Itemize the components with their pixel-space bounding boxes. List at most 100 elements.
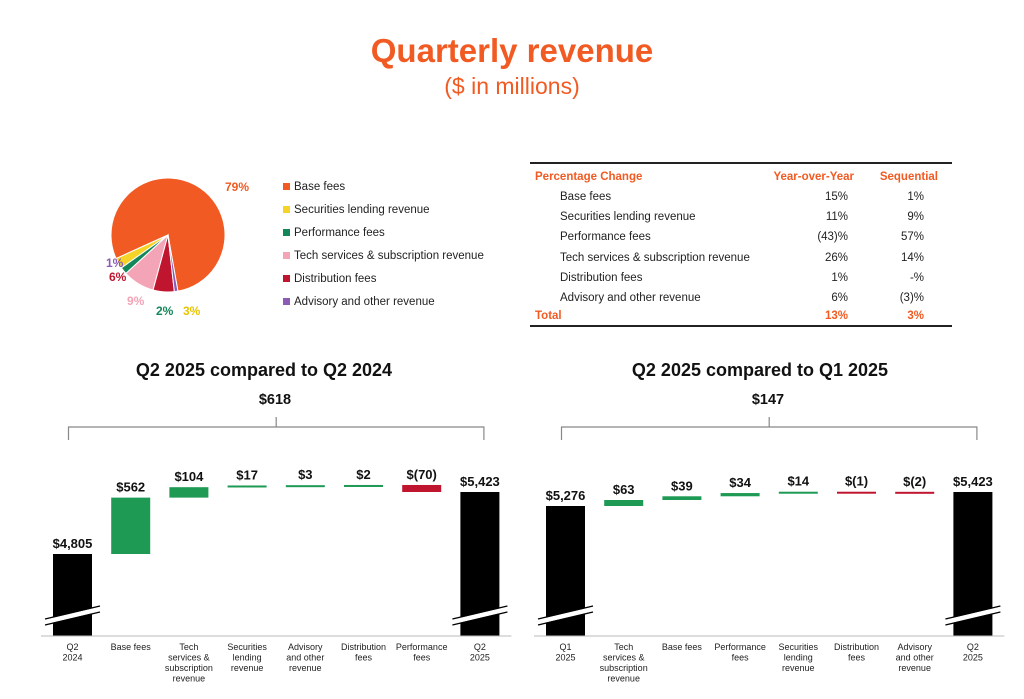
bar-distribution-fees: [837, 491, 876, 494]
table-cell-yoy: 6%: [831, 292, 848, 304]
table-top-rule: [530, 162, 952, 164]
category-label-line: 2025: [470, 653, 490, 663]
legend-swatch: [283, 252, 290, 259]
category-label: Q2 2025: [470, 642, 490, 663]
table-header-row: Percentage Change Year-over-Year Sequent…: [530, 167, 952, 187]
legend-swatch: [283, 206, 290, 213]
category-label-line: revenue: [898, 663, 931, 673]
category-label-line: Performance: [714, 642, 766, 652]
category-label-line: subscription: [600, 663, 648, 673]
legend-swatch: [283, 229, 290, 236]
waterfall-qoq-chart: $5,276 Q1 2025 $63 Tech services & subscriptio…: [534, 417, 1005, 684]
bar-base-fees: [662, 496, 702, 500]
bar-securities-lending-revenue: [778, 491, 818, 494]
category-label-line: revenue: [607, 674, 640, 684]
category-label-line: Performance: [396, 642, 448, 652]
page-subtitle: ($ in millions): [444, 73, 580, 99]
legend-label: Base fees: [294, 181, 346, 193]
table-cell-seq: -%: [909, 271, 924, 284]
category-label: Q1 2025: [555, 642, 575, 663]
category-label-line: revenue: [173, 674, 206, 684]
table-cell-seq: 14%: [900, 251, 924, 264]
bar-value-label: $(2): [903, 474, 926, 489]
table-row-tech-services-subscription-revenue: Tech services & subscription revenue 26% 1…: [530, 248, 952, 268]
category-label-line: Securities: [779, 642, 819, 652]
table-cell-seq: (3)%: [899, 292, 924, 304]
axis-break-line: [452, 605, 508, 620]
bar-value-label: $34: [729, 475, 751, 490]
bar-performance-fees: [720, 493, 760, 497]
axis-break-line: [44, 611, 101, 626]
category-label: Distribution fees: [834, 642, 879, 663]
bar-value-label: $63: [613, 482, 635, 497]
legend-swatch: [283, 275, 290, 282]
table-row-advisory-and-other-revenue: Advisory and other revenue 6% (3)%: [530, 288, 952, 308]
category-label-line: revenue: [289, 663, 322, 673]
bar-securities-lending-revenue: [227, 485, 267, 488]
table-header-label: Percentage Change: [535, 171, 643, 183]
table-cell-yoy: 15%: [824, 191, 848, 203]
category-label-line: Distribution: [341, 642, 386, 652]
bar-value-label: $17: [236, 467, 258, 482]
table-row-distribution-fees: Distribution fees 1% -%: [530, 268, 952, 288]
bar-value-label: $14: [787, 474, 809, 489]
legend-label: Performance fees: [294, 227, 385, 239]
category-label-line: services &: [168, 653, 210, 663]
pie-label-advisory-and-other-revenue: 1%: [106, 256, 124, 270]
pie-label-tech-services-subscription-revenue: 9%: [127, 294, 145, 308]
category-label-line: subscription: [165, 663, 213, 673]
waterfall-yoy-title: Q2 2025 compared to Q2 2024: [135, 360, 393, 380]
category-label-line: and other: [286, 653, 324, 663]
table-bottom-rule: [530, 325, 952, 327]
pie-slice-advisory-and-other-revenue: [167, 234, 179, 293]
category-label: Advisory and other revenue: [286, 642, 324, 673]
bar-q2-2024: [53, 554, 92, 636]
bar-advisory-and-other-revenue: [895, 491, 935, 494]
category-label-line: fees: [732, 653, 750, 663]
axis-break-line: [945, 605, 1001, 620]
page-title: Quarterly revenue: [370, 32, 654, 69]
table-cell-label: Securities lending revenue: [560, 211, 696, 224]
waterfall-yoy-total-change: $618: [258, 392, 292, 408]
bar-tech-services-subscription-revenue: [604, 500, 644, 506]
axis-break-line: [44, 605, 101, 620]
table-total-row: Total 13% 3%: [530, 306, 952, 326]
bar-value-label: $3: [298, 467, 312, 482]
category-label: Tech services & subscription revenue: [600, 642, 648, 684]
category-label: Securities lending revenue: [779, 642, 819, 673]
table-total-yoy: 13%: [824, 310, 848, 322]
table-cell-yoy: 1%: [831, 271, 848, 284]
axis-break-line: [537, 605, 594, 620]
bar-value-label: $5,276: [546, 488, 586, 503]
waterfall-qoq-title: Q2 2025 compared to Q1 2025: [631, 360, 889, 380]
bar-tech-services-subscription-revenue: [169, 487, 209, 498]
category-label: Q2 2024: [62, 642, 82, 663]
legend-swatch: [283, 183, 290, 190]
category-label: Q2 2025: [963, 642, 983, 663]
category-label-line: Advisory: [897, 642, 932, 652]
category-label: Performance fees: [396, 642, 448, 663]
category-label-line: Q2: [474, 642, 486, 652]
table-cell-label: Distribution fees: [560, 271, 643, 284]
category-label-line: and other: [896, 653, 934, 663]
category-label-line: fees: [355, 653, 373, 663]
axis-break-line: [945, 611, 1001, 626]
table-cell-seq: 57%: [900, 231, 924, 244]
category-label-line: Distribution: [834, 642, 879, 652]
category-label-line: Q2: [967, 642, 979, 652]
category-label-line: Advisory: [288, 642, 323, 652]
axis-break-line: [452, 611, 508, 626]
category-label-line: fees: [413, 653, 431, 663]
legend-label: Advisory and other revenue: [294, 296, 435, 308]
total-change-bracket: [560, 417, 978, 440]
category-label: Tech services & subscription revenue: [165, 642, 213, 684]
bar-value-label: $5,423: [953, 474, 993, 489]
category-label-line: Securities: [227, 642, 267, 652]
pie-label-base-fees: 79%: [225, 180, 250, 194]
category-label-line: Base fees: [111, 642, 152, 652]
category-label-line: services &: [603, 653, 645, 663]
bar-value-label: $562: [116, 480, 145, 495]
pie-label-distribution-fees: 6%: [109, 270, 127, 284]
category-label: Base fees: [111, 642, 152, 652]
table-row-securities-lending-revenue: Securities lending revenue 11% 9%: [530, 207, 952, 227]
